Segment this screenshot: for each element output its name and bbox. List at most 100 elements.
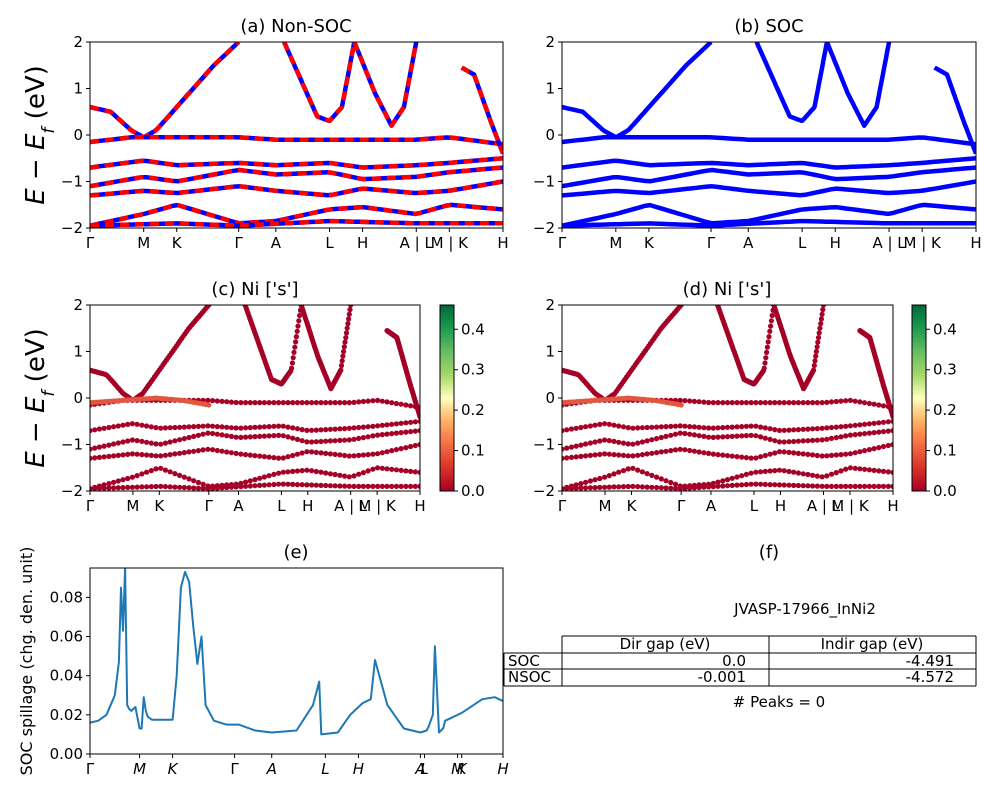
band-point (573, 485, 579, 491)
xtick-label: Γ (86, 234, 95, 252)
band-point (767, 482, 773, 488)
band-point (620, 440, 627, 446)
xtick-label: H (414, 497, 425, 515)
band-point (564, 455, 570, 461)
panel-c-projected-bands (90, 305, 420, 491)
band-point (92, 485, 98, 491)
band-point (748, 455, 754, 461)
band-point (791, 427, 797, 433)
band-point (210, 398, 216, 404)
spillage-line (90, 568, 503, 736)
band-point (871, 446, 877, 452)
band-point (181, 436, 187, 442)
band-point (597, 484, 603, 490)
band-point (724, 453, 731, 459)
band-point (776, 427, 783, 433)
band-point (812, 358, 818, 364)
band-point (706, 450, 712, 456)
band-point (186, 424, 192, 430)
band-point (172, 424, 178, 431)
xtick-label: H (353, 760, 364, 778)
band-point (715, 425, 721, 431)
band-point (852, 422, 858, 428)
band-point (412, 442, 418, 449)
band-point (285, 400, 291, 406)
band-point (261, 454, 267, 460)
band-point (748, 481, 754, 487)
band-point (828, 424, 835, 431)
band-point (323, 482, 329, 489)
band-point (106, 424, 112, 431)
band-point (810, 472, 816, 478)
band-point (285, 454, 291, 460)
band-point (635, 467, 641, 473)
band-point (299, 450, 305, 456)
band-point (342, 473, 348, 479)
band-point (720, 434, 726, 440)
band-point (280, 469, 286, 475)
band-point (304, 449, 310, 455)
band-point (158, 483, 164, 489)
band-point (115, 485, 121, 491)
band-point (795, 470, 802, 476)
band-point (266, 433, 272, 439)
xtick-label: H (830, 234, 841, 252)
band-point (299, 438, 305, 444)
band-point (243, 400, 249, 406)
band-point (271, 433, 277, 439)
band-point (814, 483, 820, 489)
band-point (309, 400, 315, 406)
band-line (754, 42, 830, 124)
band-point (753, 469, 759, 475)
band-point (257, 453, 263, 459)
band-point (327, 400, 333, 406)
band-point (606, 484, 612, 490)
band-point (134, 484, 140, 490)
band-point (696, 399, 702, 405)
band-point (309, 482, 315, 488)
band-point (304, 400, 310, 406)
band-point (871, 401, 877, 407)
band-point (271, 423, 277, 429)
band-point (814, 400, 820, 406)
band-point (417, 483, 420, 489)
band-point (158, 465, 164, 471)
band-line (562, 218, 976, 228)
band-point (706, 484, 712, 490)
band-point (866, 483, 873, 489)
band-line (90, 202, 503, 228)
band-point (243, 452, 249, 458)
band-point (158, 425, 164, 431)
band-point (417, 414, 420, 420)
band-point (696, 449, 702, 455)
band-point (630, 425, 636, 431)
band-point (243, 479, 249, 485)
band-point (691, 398, 698, 404)
band-point (781, 439, 787, 445)
band-point (890, 414, 893, 420)
band-point (276, 432, 282, 438)
xtick-label: L (321, 760, 329, 778)
band-point (101, 485, 107, 491)
band-point (167, 425, 173, 431)
band-point (337, 400, 343, 406)
band-point (343, 330, 350, 336)
band-point (148, 452, 154, 458)
band-point (243, 425, 249, 431)
band-point (890, 469, 893, 475)
band-point (153, 466, 159, 472)
ytick-label: −2 (61, 219, 83, 237)
band-point (200, 485, 206, 491)
band-point (616, 423, 622, 429)
band-point (393, 467, 399, 473)
band-point (304, 439, 310, 445)
band-point (762, 425, 768, 431)
band-point (672, 481, 679, 487)
band-point (323, 400, 329, 406)
band-point (781, 427, 787, 433)
band-point (233, 450, 239, 456)
band-point (753, 433, 759, 439)
band-point (843, 398, 849, 404)
band-point (261, 433, 267, 439)
